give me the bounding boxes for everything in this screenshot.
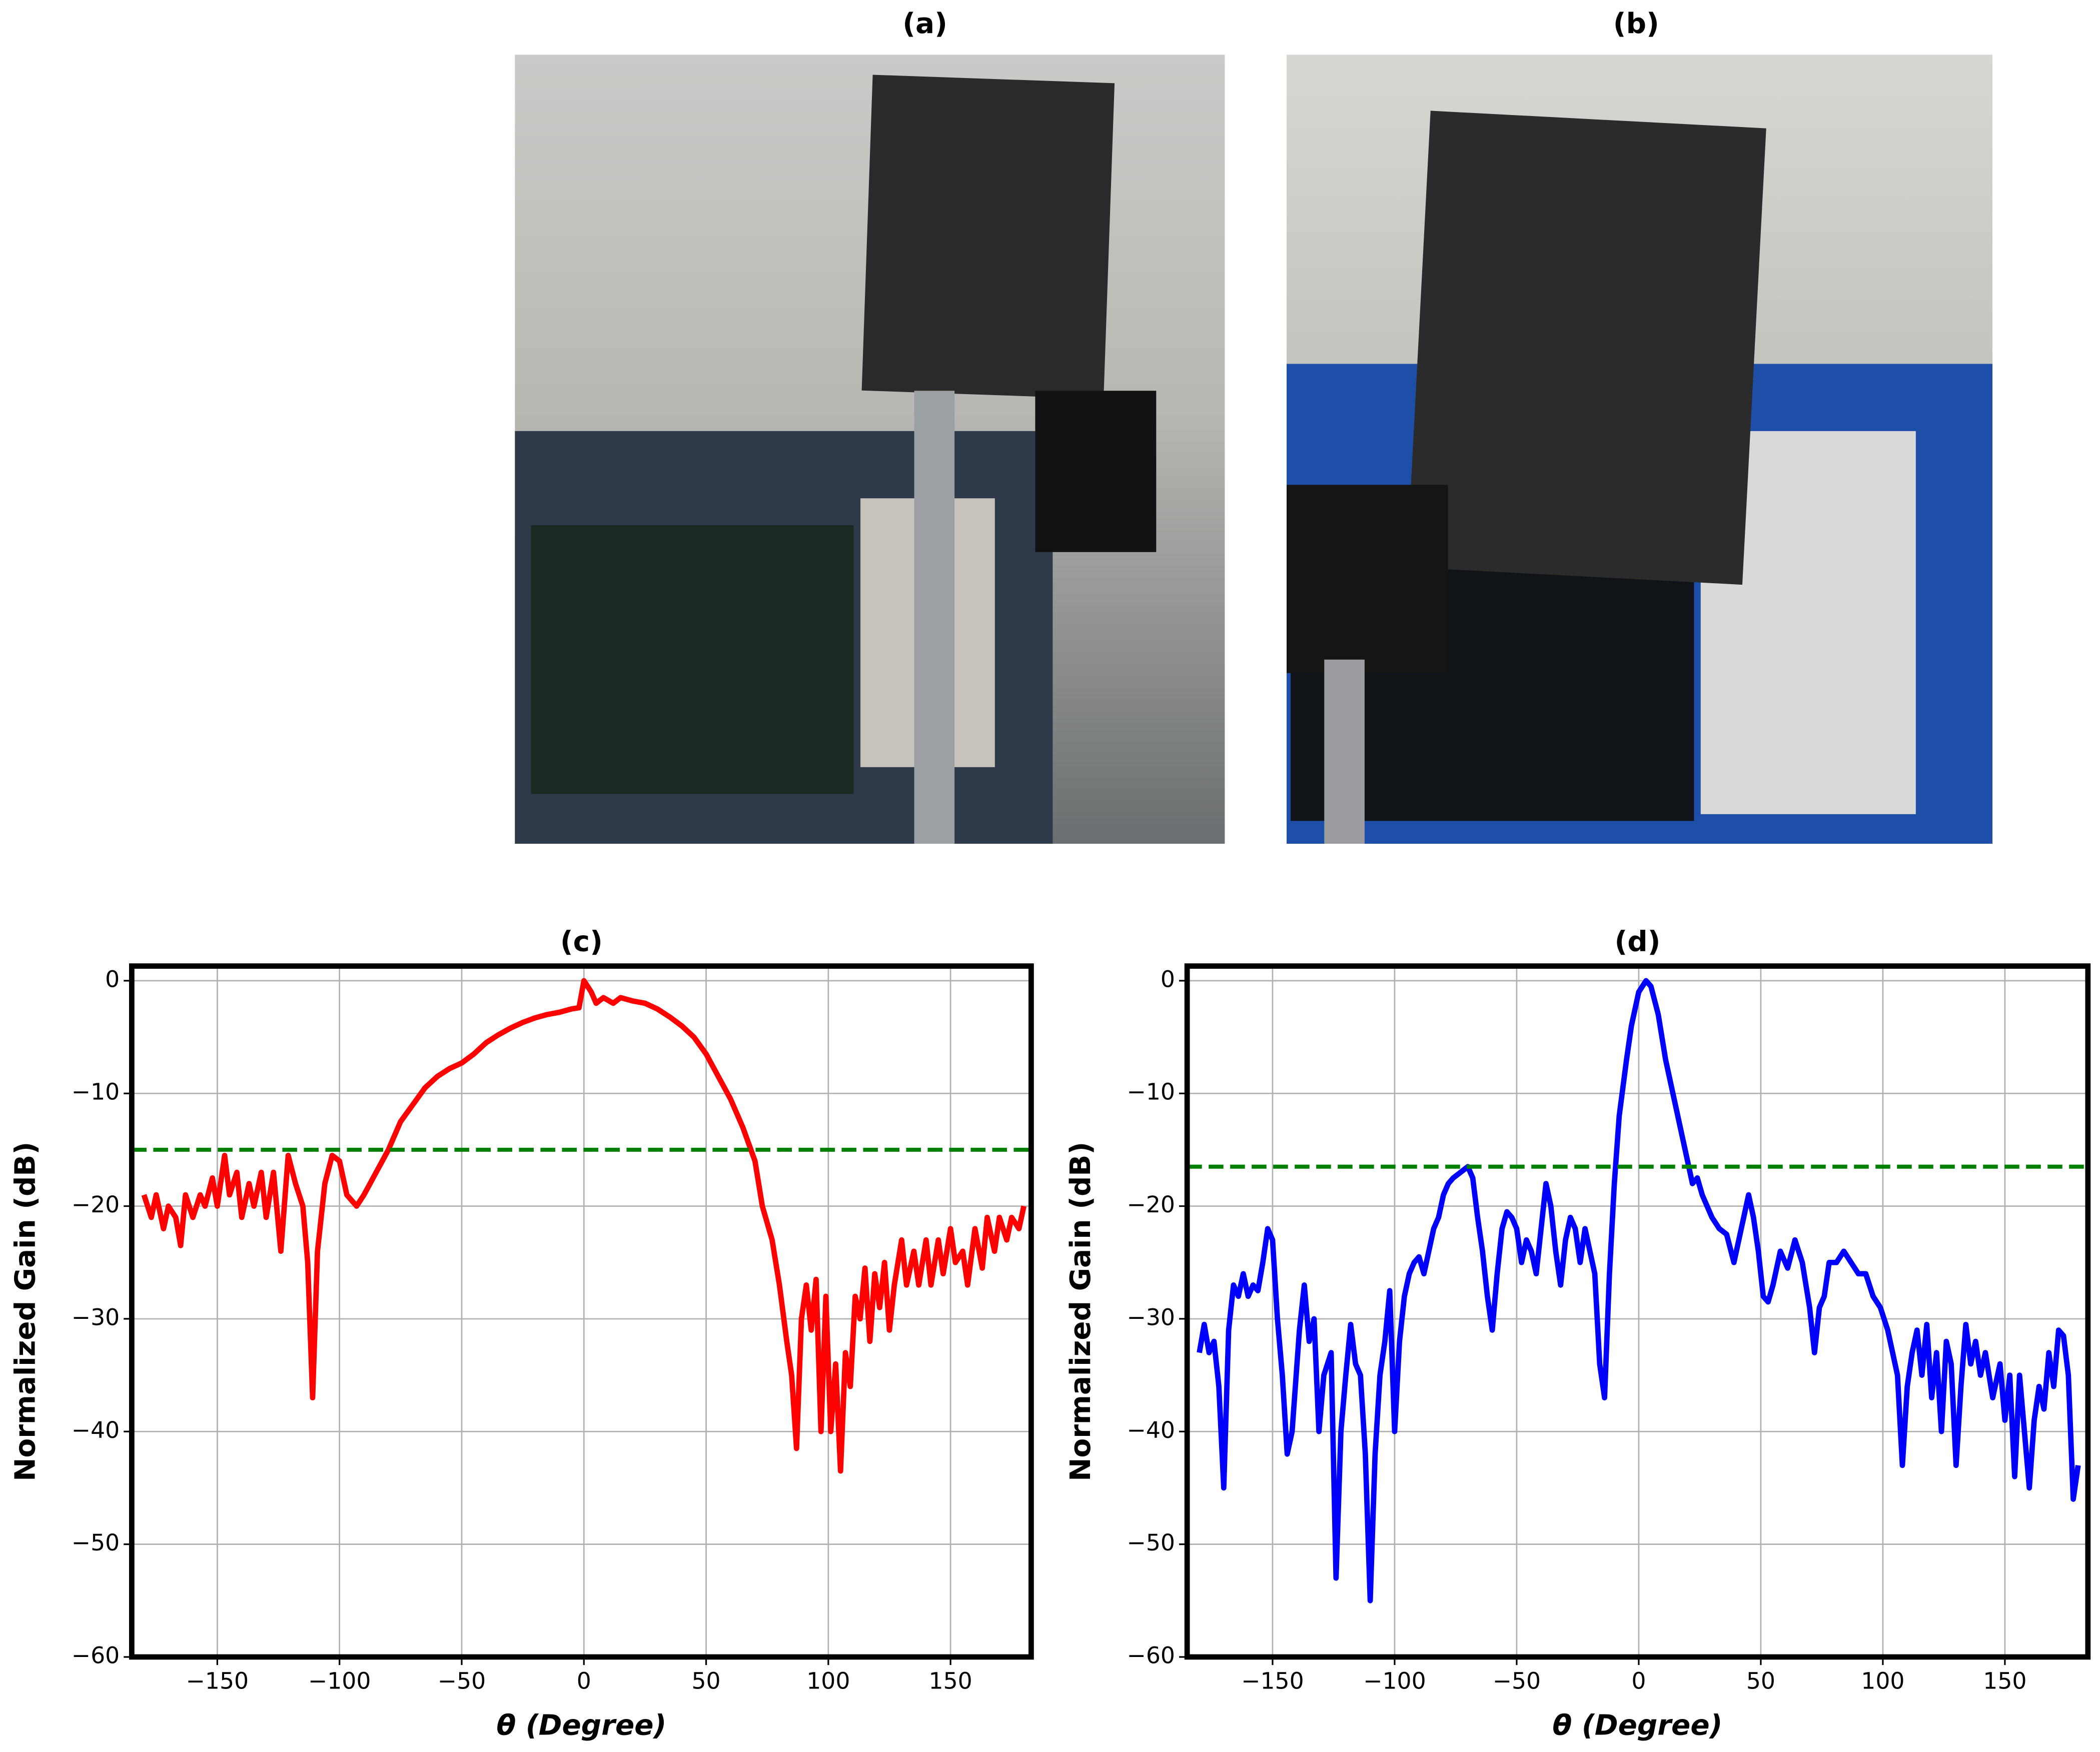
x-tick-label: 150 [929,1668,972,1694]
x-axis-label: θ (Degree) [496,1709,666,1741]
y-tick-label: −10 [1127,1079,1175,1105]
photo-a [515,55,1225,844]
x-axis-label: θ (Degree) [1553,1709,1723,1741]
y-axis-label: Normalized Gain (dB) [1065,1142,1097,1481]
x-tick-label: −50 [1493,1668,1541,1694]
x-tick-label: 0 [1631,1668,1646,1694]
y-tick-label: −40 [72,1417,120,1443]
photo-label: (b) [1613,8,1659,40]
data-line [141,978,1026,1474]
y-tick-label: −60 [72,1642,120,1668]
photo-b [1287,55,1992,844]
data-line [1197,978,2081,1603]
x-tick-label: 100 [1861,1668,1904,1694]
x-tick-label: −50 [438,1668,486,1694]
y-tick-label: −60 [1127,1642,1175,1668]
x-tick-label: 150 [1983,1668,2026,1694]
y-tick-label: −10 [72,1079,120,1105]
y-tick-label: −50 [72,1529,120,1556]
y-axis-label: Normalized Gain (dB) [9,1142,42,1481]
y-tick-label: −30 [1127,1304,1175,1330]
x-tick-label: −150 [1241,1668,1304,1694]
y-tick-label: 0 [105,966,120,992]
chart: −150 −100 −50 0 50 100 150−60−50−40−30−20−100(… [9,926,1034,1741]
chart: −150 −100 −50 0 50 100 150−60−50−40−30−20−100(… [1065,926,2091,1741]
y-tick-label: −50 [1127,1529,1175,1556]
y-tick-label: −30 [72,1304,120,1330]
plot-frame [1184,963,2091,1660]
y-tick-label: 0 [1161,966,1175,992]
chart-title: (d) [1614,926,1660,958]
y-tick-label: −20 [1127,1191,1175,1218]
x-tick-label: −100 [308,1668,371,1694]
chart-title: (c) [560,926,603,958]
x-tick-label: 0 [577,1668,591,1694]
y-tick-label: −40 [1127,1417,1175,1443]
plot-frame [129,963,1034,1660]
x-tick-label: 100 [806,1668,850,1694]
x-tick-label: 50 [1746,1668,1775,1694]
photo-label: (a) [902,8,947,40]
x-tick-label: 50 [691,1668,720,1694]
y-tick-label: −20 [72,1191,120,1218]
x-tick-label: −150 [186,1668,249,1694]
x-tick-label: −100 [1363,1668,1426,1694]
